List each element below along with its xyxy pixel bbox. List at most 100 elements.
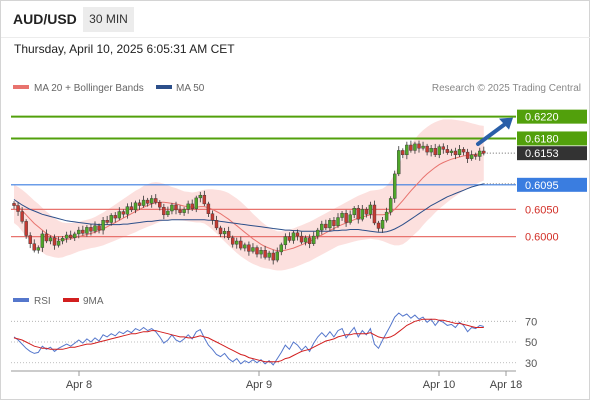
candle-body xyxy=(247,244,251,252)
levels-layer xyxy=(11,115,516,238)
ma50-legend-swatch xyxy=(156,85,172,89)
moving-averages-layer xyxy=(13,152,484,252)
candle-body xyxy=(255,247,259,255)
candle-body xyxy=(259,250,263,255)
candle-body xyxy=(413,143,417,151)
candle-body xyxy=(210,213,215,221)
timeframe-button[interactable]: 30 MIN xyxy=(83,7,134,32)
ma20-line xyxy=(13,152,484,252)
rsi-tick-70: 70 xyxy=(525,316,537,328)
candle-body xyxy=(40,233,45,248)
candle-body xyxy=(316,229,320,237)
candle-body xyxy=(283,236,288,246)
candle-body xyxy=(145,199,150,204)
candle-body xyxy=(437,146,441,156)
candle-body xyxy=(77,229,81,235)
candle-body xyxy=(384,211,389,221)
candle-body xyxy=(461,149,466,153)
candle-body xyxy=(36,247,40,251)
forecast-arrow-head xyxy=(499,117,513,130)
candle-body xyxy=(137,202,142,206)
candle-body xyxy=(380,220,385,229)
candle-body xyxy=(170,204,174,212)
x-tick-label: Apr 8 xyxy=(66,379,92,391)
candle-body xyxy=(162,206,166,216)
rsi-legend-swatch xyxy=(13,298,29,302)
candle-body xyxy=(113,215,117,219)
level-label-0.6050: 0.6050 xyxy=(525,204,559,216)
candle-body xyxy=(433,148,437,156)
candle-body xyxy=(368,204,373,215)
candle-body xyxy=(20,211,24,222)
candle-body xyxy=(457,149,462,156)
candle-body xyxy=(190,203,194,210)
candle-body xyxy=(421,145,425,149)
candle-body xyxy=(101,220,105,231)
candle-body xyxy=(48,237,53,242)
candle-body xyxy=(158,202,162,208)
candle-body xyxy=(482,150,486,154)
candle-body xyxy=(154,198,158,203)
candle-body xyxy=(243,244,247,249)
candle-body xyxy=(320,223,324,231)
candle-body xyxy=(376,222,381,229)
candle-body xyxy=(24,221,28,236)
x-tick-label: Apr 9 xyxy=(246,379,272,391)
candle-body xyxy=(16,205,20,212)
candle-body xyxy=(32,243,36,251)
candle-body xyxy=(125,206,130,215)
candle-body xyxy=(60,238,65,242)
bollinger-bands xyxy=(14,119,484,271)
candle-body xyxy=(206,203,211,214)
candle-body xyxy=(397,150,401,175)
candle-body xyxy=(186,203,190,210)
candle-body xyxy=(235,240,239,245)
candle-body xyxy=(388,198,393,213)
candle-body xyxy=(133,202,138,211)
candle-body xyxy=(405,144,409,156)
candle-body xyxy=(372,204,377,224)
candle-body xyxy=(182,209,186,213)
candle-body xyxy=(251,247,255,252)
candle-body xyxy=(93,225,97,232)
candle-body xyxy=(44,233,49,242)
level-label-0.6180: 0.6180 xyxy=(525,133,559,145)
ma9-legend-label: 9MA xyxy=(83,296,104,307)
watermark: Research © 2025 Trading Central xyxy=(432,83,581,94)
rsi-tick-50: 50 xyxy=(525,337,537,349)
ma20-legend-swatch xyxy=(13,85,29,89)
candle-body xyxy=(453,150,458,156)
ma50-line xyxy=(13,183,484,233)
candle-body xyxy=(469,154,474,159)
candle-body xyxy=(73,233,77,238)
last-price-label: 0.6153 xyxy=(525,148,559,160)
rsi-ma9-line xyxy=(13,318,484,363)
candle-body xyxy=(279,244,283,253)
candle-body xyxy=(287,236,292,241)
candle-body xyxy=(97,225,101,231)
candle-body xyxy=(202,194,207,205)
candle-body xyxy=(393,173,397,199)
candle-body xyxy=(449,150,454,153)
candle-body xyxy=(214,220,219,229)
candle-body xyxy=(56,240,61,246)
candle-body xyxy=(474,154,478,157)
candle-body xyxy=(230,237,235,245)
candle-body xyxy=(121,211,126,215)
candle-body xyxy=(291,232,296,241)
rsi-line xyxy=(13,312,484,366)
last-price-tag xyxy=(517,146,587,161)
x-tick-label: Apr 18 xyxy=(490,379,522,391)
x-tick-label: Apr 10 xyxy=(423,379,455,391)
candle-body xyxy=(324,223,328,229)
rsi-tick-30: 30 xyxy=(525,358,537,370)
rsi-panel: 70 50 30 xyxy=(11,312,537,370)
candle-body xyxy=(109,215,113,223)
candle-body xyxy=(441,146,445,150)
candle-body xyxy=(81,229,85,234)
candle-body xyxy=(68,234,73,238)
candle-body xyxy=(141,199,146,206)
candle-body xyxy=(263,250,267,258)
candle-body xyxy=(328,220,332,229)
